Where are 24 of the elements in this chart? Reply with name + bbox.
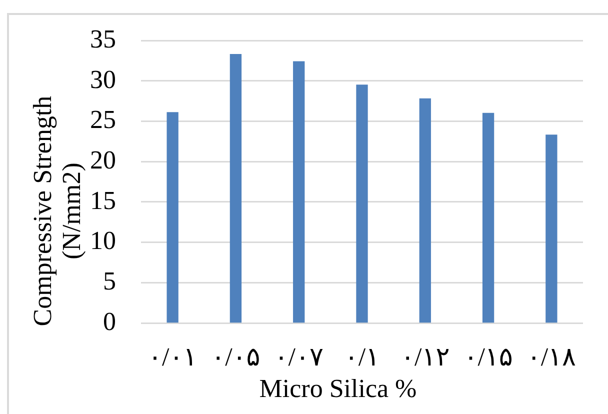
x-tick-label: ۰/۰۷	[274, 342, 324, 372]
y-tick-label: 25	[90, 105, 116, 134]
y-tick-label: 0	[103, 306, 116, 336]
y-tick-label: 35	[90, 24, 116, 54]
bar	[230, 54, 242, 323]
bar	[546, 134, 558, 323]
x-tick-label: ۰/۱	[344, 342, 380, 372]
x-tick-label: ۰/۰۵	[211, 342, 260, 372]
x-axis-title: Micro Silica %	[259, 374, 417, 404]
y-tick-label: 20	[90, 145, 116, 174]
x-tick-label: ۰/۰۱	[148, 342, 198, 372]
y-tick-label: 10	[90, 226, 116, 256]
y-tick-label: 15	[90, 186, 116, 215]
bar	[419, 98, 431, 323]
bar	[356, 84, 368, 323]
x-tick-label: ۰/۱۲	[400, 342, 450, 372]
x-tick-label: ۰/۱۸	[526, 342, 576, 372]
bar	[482, 112, 494, 323]
bar	[166, 112, 178, 323]
x-tick-label: ۰/۱۵	[464, 342, 513, 372]
y-axis-title: Compressive Strength (N/mm2)	[28, 94, 86, 328]
bar	[293, 61, 305, 323]
y-tick-label: 5	[103, 266, 116, 296]
y-tick-label: 30	[90, 64, 116, 94]
